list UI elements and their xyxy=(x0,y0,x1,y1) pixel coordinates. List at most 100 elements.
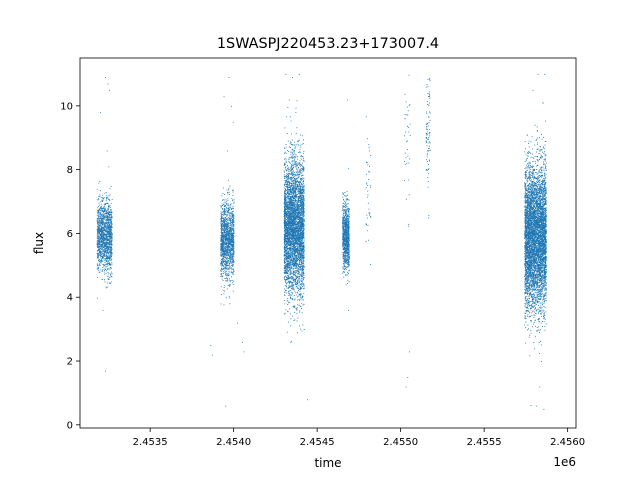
data-point xyxy=(290,223,292,225)
data-point xyxy=(110,259,112,261)
data-point xyxy=(303,265,305,267)
data-point xyxy=(291,266,293,268)
data-point xyxy=(283,205,285,207)
data-point xyxy=(102,200,104,201)
data-point xyxy=(223,239,225,241)
data-point xyxy=(303,167,305,169)
data-point xyxy=(291,229,293,231)
data-point xyxy=(221,262,223,264)
data-point xyxy=(232,205,234,207)
data-point xyxy=(293,179,294,181)
data-point xyxy=(106,240,108,242)
data-point xyxy=(227,225,229,227)
data-point xyxy=(224,226,226,228)
data-point xyxy=(231,227,233,229)
data-point xyxy=(223,218,224,220)
data-point xyxy=(293,183,295,184)
data-point xyxy=(226,234,228,236)
data-point xyxy=(232,216,234,217)
data-point xyxy=(229,257,231,259)
data-point xyxy=(103,255,104,257)
data-point xyxy=(232,222,233,223)
data-point xyxy=(107,207,109,209)
data-point xyxy=(224,247,225,249)
data-point xyxy=(293,189,295,190)
data-point xyxy=(223,228,225,230)
data-point xyxy=(295,208,297,210)
data-point xyxy=(105,263,107,265)
data-point xyxy=(302,169,304,171)
data-point xyxy=(109,239,111,241)
data-point xyxy=(296,256,298,258)
data-point xyxy=(225,220,227,222)
data-point xyxy=(229,246,231,247)
data-point xyxy=(293,180,294,182)
data-point xyxy=(286,161,288,163)
data-point xyxy=(110,236,112,238)
data-point xyxy=(302,227,303,229)
data-point xyxy=(231,276,232,278)
data-point xyxy=(291,240,293,242)
data-point xyxy=(303,219,305,221)
data-point xyxy=(111,253,113,255)
data-point xyxy=(227,214,229,216)
data-point xyxy=(291,281,293,283)
data-point xyxy=(302,211,304,213)
data-point xyxy=(286,267,288,268)
data-point xyxy=(106,230,108,232)
data-point xyxy=(286,133,288,134)
data-point xyxy=(232,241,234,243)
data-point xyxy=(286,214,287,216)
data-point xyxy=(233,256,235,258)
data-point xyxy=(222,264,224,266)
data-point xyxy=(288,166,290,168)
data-point xyxy=(284,268,286,269)
data-point xyxy=(225,248,226,250)
data-point xyxy=(298,246,300,248)
data-point xyxy=(224,211,226,212)
data-point xyxy=(221,266,223,268)
data-point xyxy=(106,237,108,239)
data-point xyxy=(107,243,108,244)
data-point xyxy=(294,292,296,294)
data-point xyxy=(97,244,99,246)
data-point xyxy=(227,216,229,218)
data-point xyxy=(225,271,227,272)
data-point xyxy=(229,239,231,241)
data-point xyxy=(285,211,287,213)
data-point xyxy=(302,233,303,234)
data-point xyxy=(223,199,225,201)
data-point xyxy=(109,225,111,227)
data-point xyxy=(232,190,234,191)
data-point xyxy=(100,255,102,256)
data-point xyxy=(105,272,107,274)
data-point xyxy=(296,283,298,285)
data-point xyxy=(106,256,108,258)
data-point xyxy=(98,259,100,261)
data-point xyxy=(299,251,301,253)
data-point xyxy=(111,233,113,235)
data-point xyxy=(221,262,223,264)
data-point xyxy=(111,256,112,257)
data-point xyxy=(303,233,305,235)
data-point xyxy=(227,235,229,236)
data-point xyxy=(104,247,105,249)
data-point xyxy=(298,263,300,265)
data-point xyxy=(288,196,290,198)
data-point xyxy=(98,248,99,250)
data-point xyxy=(294,278,295,280)
data-point xyxy=(107,221,109,223)
data-point xyxy=(297,219,298,221)
data-point xyxy=(232,249,234,250)
data-point xyxy=(301,276,303,277)
data-point xyxy=(101,199,103,201)
data-point xyxy=(102,240,104,242)
data-point xyxy=(101,278,103,280)
data-point xyxy=(220,228,222,230)
data-point xyxy=(230,228,232,230)
data-point xyxy=(284,240,285,241)
data-point xyxy=(222,262,224,263)
data-point xyxy=(104,223,106,225)
data-point xyxy=(105,238,106,239)
data-point xyxy=(295,206,297,208)
